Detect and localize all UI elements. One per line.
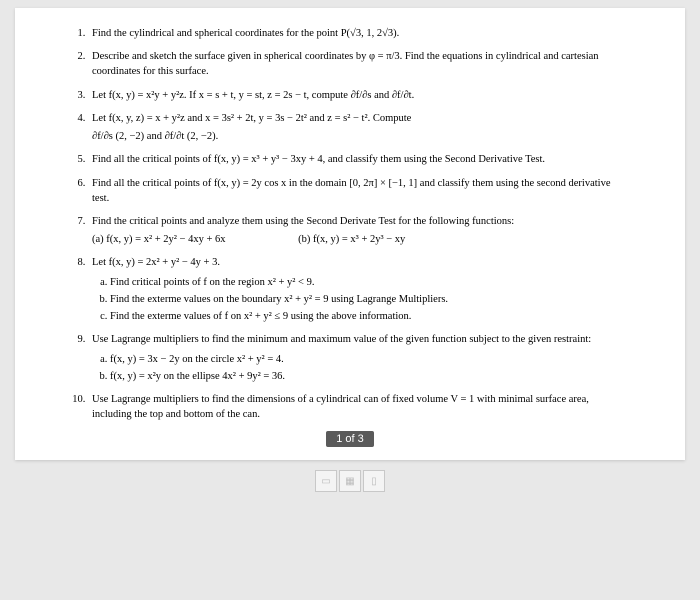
problem-text: Use Lagrange multipliers to find the dim… [92, 394, 589, 420]
subpart-b: (b) f(x, y) = x³ + 2y³ − xy [298, 232, 405, 247]
problem-item: Let f(x, y, z) = x + y²z and x = 3s² + 2… [88, 111, 630, 144]
problem-item: Find all the critical points of f(x, y) … [88, 152, 630, 167]
page-icon: ▯ [371, 476, 377, 487]
page-indicator: 1 of 3 [326, 431, 374, 447]
document-page: Find the cylindrical and spherical coord… [15, 8, 685, 460]
grid-icon: ▦ [345, 476, 354, 487]
problem-text: ∂f/∂s (2, −2) and ∂f/∂t (2, −2). [92, 129, 630, 144]
problem-text: Let f(x, y) = 2x² + y² − 4y + 3. [92, 257, 220, 268]
problem-text: Find the critical points and analyze the… [92, 216, 514, 227]
subpart: Find the exterme values on the boundary … [110, 292, 630, 307]
problem-text: Find all the critical points of f(x, y) … [92, 154, 545, 165]
subpart: f(x, y) = x²y on the ellipse 4x² + 9y² =… [110, 369, 630, 384]
subpart: f(x, y) = 3x − 2y on the circle x² + y² … [110, 352, 630, 367]
problem-item: Use Lagrange multipliers to find the dim… [88, 392, 630, 422]
document-icon: ▭ [321, 476, 330, 487]
tool-button[interactable]: ▦ [339, 470, 361, 492]
problem-item: Find all the critical points of f(x, y) … [88, 176, 630, 206]
subpart: Find critical points of f on the region … [110, 275, 630, 290]
pager-wrap: 1 of 3 [70, 432, 630, 448]
toolbar: ▭ ▦ ▯ [70, 470, 630, 492]
tool-button[interactable]: ▯ [363, 470, 385, 492]
problem-item: Find the critical points and analyze the… [88, 214, 630, 247]
problem-text: Find all the critical points of f(x, y) … [92, 178, 611, 204]
subpart-list: Find critical points of f on the region … [92, 275, 630, 325]
subparts: (a) f(x, y) = x² + 2y² − 4xy + 6x (b) f(… [92, 232, 630, 247]
problem-item: Use Lagrange multipliers to find the min… [88, 332, 630, 384]
subpart-a: (a) f(x, y) = x² + 2y² − 4xy + 6x [92, 232, 226, 247]
subpart-list: f(x, y) = 3x − 2y on the circle x² + y² … [92, 352, 630, 384]
problem-item: Let f(x, y) = 2x² + y² − 4y + 3. Find cr… [88, 255, 630, 324]
problem-item: Find the cylindrical and spherical coord… [88, 26, 630, 41]
problem-text: Let f(x, y, z) = x + y²z and x = 3s² + 2… [92, 113, 411, 124]
problem-text: Describe and sketch the surface given in… [92, 51, 599, 77]
subpart: Find the exterme values of f on x² + y² … [110, 309, 630, 324]
problem-text: Find the cylindrical and spherical coord… [92, 28, 399, 39]
problem-item: Let f(x, y) = x²y + y²z. If x = s + t, y… [88, 88, 630, 103]
problem-text: Use Lagrange multipliers to find the min… [92, 334, 591, 345]
problem-list: Find the cylindrical and spherical coord… [70, 26, 630, 422]
problem-item: Describe and sketch the surface given in… [88, 49, 630, 79]
problem-text: Let f(x, y) = x²y + y²z. If x = s + t, y… [92, 90, 414, 101]
tool-button[interactable]: ▭ [315, 470, 337, 492]
